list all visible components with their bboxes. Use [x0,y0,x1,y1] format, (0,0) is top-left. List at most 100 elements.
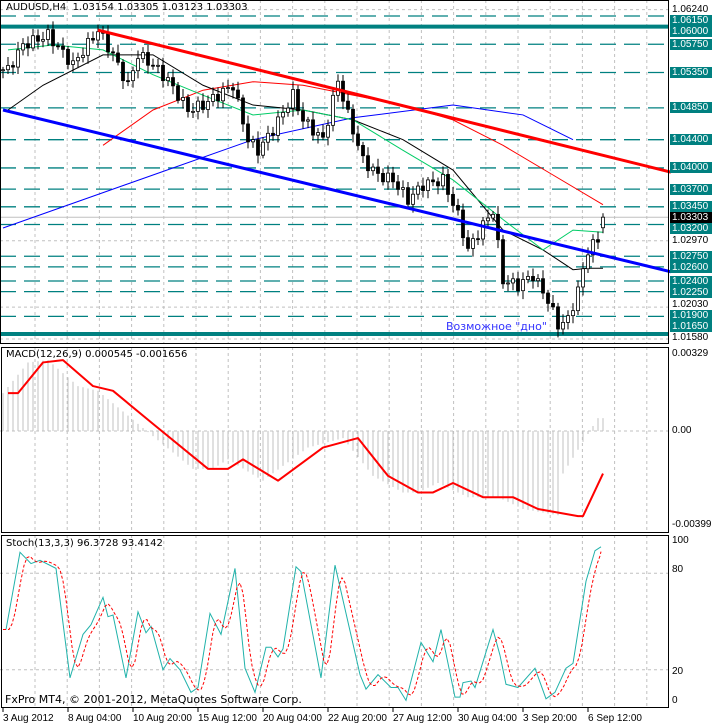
candle-bull [1,69,5,72]
candle-bull [441,174,445,187]
candle-bear [451,194,455,206]
panel-frames [0,0,669,712]
candle-bull [156,64,160,67]
candle-bull [281,112,285,118]
candle-bull [261,141,265,156]
stoch-axis-0: 0 [672,695,678,706]
level-price-tag: 1.04400 [670,134,712,145]
bottom-annotation[interactable]: Возможное "дно" [446,320,547,333]
candle-bull [416,185,420,195]
price-axis-label: 1.06240 [672,4,709,15]
candle-bear [396,181,400,190]
macd-title: MACD(12,26,9) 0.000545 -0.001656 [6,349,188,360]
stoch-axis-20: 20 [672,666,684,677]
candle-bull [6,65,10,71]
horizontal-levels[interactable] [0,15,668,337]
candle-bull [266,132,270,143]
candle-bear [151,64,155,67]
level-price-tag: 1.03700 [670,184,712,195]
open-price: 1.03154 [72,2,115,13]
candle-bear [66,48,70,65]
panel-border [0,0,669,344]
candle-bull [196,100,200,112]
level-price-tag: 1.03450 [670,201,712,212]
grid [0,0,668,707]
time-axis-label: 20 Aug 04:00 [263,713,322,724]
stoch-signal-line [3,551,602,698]
time-axis-label: 30 Aug 04:00 [458,713,517,724]
macd-axis-bottom: -0.00399 [672,519,712,530]
price-axis-label: 1.02030 [672,299,709,310]
candle-bear [496,213,500,241]
candle-bear [531,276,535,282]
macd-signal-line [8,359,604,518]
trendlines[interactable] [2,28,672,274]
candle-bull [211,94,215,102]
candle-bull [506,282,510,285]
candle-bull [401,187,405,190]
current-price-tag: 1.03303 [670,212,712,223]
candle-bull [331,94,335,126]
candle-bull [566,315,570,323]
candle-bear [446,174,450,195]
level-price-tag: 1.03200 [670,223,712,234]
candle-bear [256,139,260,156]
level-price-tag: 1.02600 [670,262,712,273]
candle-bull [181,97,185,101]
price-axis-label: 1.01580 [672,332,709,343]
candle-bull [471,238,475,249]
candle-bear [176,85,180,101]
candle-bear [461,209,465,239]
level-price-tag: 1.05750 [670,39,712,50]
candle-bull [251,139,255,143]
candle-bear [296,89,300,112]
time-axis-label: 22 Aug 20:00 [328,713,387,724]
candle-bear [231,87,235,91]
trendline-resistance [97,28,672,174]
candle-bear [456,205,460,211]
candle-bear [351,108,355,135]
candle-bull [16,49,20,68]
candle-bull [221,87,225,102]
candle-bear [161,64,165,82]
level-price-tag: 1.04000 [670,162,712,173]
candle-bear [246,123,250,143]
candle-bear [311,119,315,136]
time-axis-label: 8 Aug 04:00 [68,713,122,724]
candle-bull [81,54,85,58]
candle-bear [436,181,440,187]
candle-bear [431,179,435,183]
candle-bull [41,39,45,42]
candle-bear [551,303,555,308]
candle-bear [56,45,60,48]
candle-bull [136,58,140,72]
time-axis-label: 27 Aug 12:00 [393,713,452,724]
candle-bear [541,278,545,294]
candle-bear [216,94,220,102]
candle-bull [326,124,330,138]
chart-header: AUDUSD,H4 1.03154 1.03305 1.03123 1.0330… [6,2,248,14]
candle-bear [51,29,55,47]
candle-bear [556,306,560,330]
stoch-main-line [5,546,602,702]
candle-bull [316,132,320,136]
candle-bear [241,97,245,125]
candle-bear [171,77,175,87]
candle-bear [121,61,125,82]
candle-bear [36,35,40,42]
level-price-tag: 1.04850 [670,102,712,113]
candle-bear [381,173,385,183]
candle-bull [291,89,295,109]
candle-bear [111,51,115,54]
candle-bear [596,239,600,243]
candle-bear [61,45,65,50]
close-price: 1.03303 [206,2,248,13]
candle-bull [96,31,100,41]
candle-bull [491,213,495,219]
candle-bull [191,110,195,113]
copyright: FxPro MT4, © 2001-2012, MetaQuotes Softw… [5,693,302,706]
candle-bull [276,116,280,136]
candle-bear [406,187,410,205]
symbol: AUDUSD,H4 [6,2,67,13]
